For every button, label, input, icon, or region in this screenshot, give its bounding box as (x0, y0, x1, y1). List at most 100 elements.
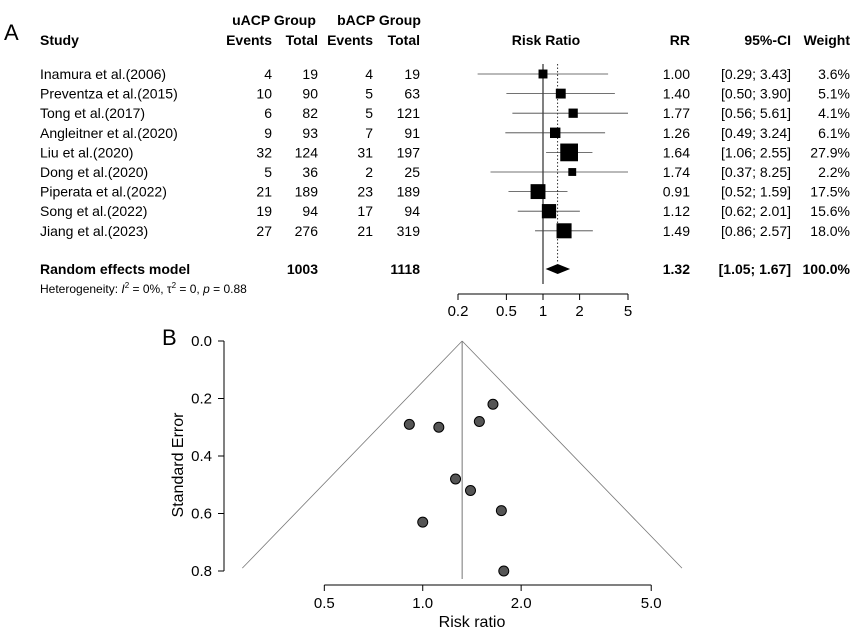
funnel-y-label: Standard Error (170, 412, 187, 518)
summary-weight: 100.0% (803, 261, 851, 277)
forest-plot-area: 0.2 0.5 1 2 5 (448, 64, 632, 320)
panel-a-label: A (4, 20, 19, 45)
events2-cell: 4 (365, 66, 373, 82)
forest-x-tick-label: 0.5 (496, 303, 517, 320)
summary-total2: 1118 (390, 261, 420, 277)
funnel-x-tick-label: 0.5 (314, 595, 335, 612)
heterogeneity-text: Heterogeneity: I2 = 0%, τ2 = 0, p = 0.88 (40, 281, 247, 296)
study-marker (568, 108, 578, 118)
events1-cell: 32 (256, 144, 272, 160)
total2-header: Total (388, 32, 420, 48)
funnel-point (498, 565, 510, 577)
panel-b-label: B (162, 325, 177, 350)
total2-cell: 25 (404, 164, 420, 180)
rr-cell: 0.91 (663, 184, 690, 200)
weight-header: Weight (804, 32, 851, 48)
summary-row: Random effects model 1003 1118 1.32 [1.0… (40, 261, 851, 277)
rr-cell: 1.12 (663, 203, 690, 219)
ci-cell: [0.29; 3.43] (721, 66, 791, 82)
events2-cell: 2 (365, 164, 373, 180)
funnel-left-boundary (242, 340, 463, 569)
weight-cell: 18.0% (810, 223, 850, 239)
events1-cell: 10 (256, 86, 272, 102)
events1-cell: 5 (264, 164, 272, 180)
rr-cell: 1.64 (663, 144, 690, 160)
total2-cell: 63 (404, 86, 420, 102)
study-name: Preventza et al.(2015) (40, 86, 178, 102)
pooled-diamond (545, 264, 571, 274)
funnel-plot-panel: B 0.0 0.2 0.4 0.6 0.8 0.5 1.0 2.0 5.0 Risk ratio… (162, 325, 683, 631)
rr-cell: 1.49 (663, 223, 690, 239)
study-name: Inamura et al.(2006) (40, 66, 166, 82)
study-name: Jiang et al.(2023) (40, 223, 148, 239)
risk-ratio-header: Risk Ratio (512, 32, 580, 48)
rr-cell: 1.77 (663, 105, 690, 121)
funnel-point (465, 485, 477, 496)
funnel-x-tick-label: 1.0 (412, 595, 433, 612)
funnel-point (417, 516, 429, 528)
funnel-point (433, 421, 445, 433)
forest-plot-panel: A uACP Group bACP Group Study Events Tot… (4, 12, 851, 320)
study-marker (530, 184, 546, 200)
events1-cell: 9 (264, 125, 272, 141)
total1-cell: 124 (295, 144, 319, 160)
study-marker (555, 88, 566, 99)
events2-cell: 21 (357, 223, 373, 239)
events1-cell: 27 (256, 223, 272, 239)
events2-cell: 5 (365, 105, 373, 121)
summary-label: Random effects model (40, 261, 190, 277)
funnel-plot-area: 0.0 0.2 0.4 0.6 0.8 0.5 1.0 2.0 5.0 (191, 333, 683, 612)
total2-cell: 19 (404, 66, 420, 82)
weight-cell: 15.6% (810, 203, 850, 219)
weight-cell: 3.6% (818, 66, 850, 82)
events2-cell: 17 (357, 203, 373, 219)
total1-cell: 93 (302, 125, 318, 141)
funnel-point (450, 473, 462, 485)
total1-cell: 90 (302, 86, 318, 102)
events1-cell: 4 (264, 66, 272, 82)
ci-header: 95%-CI (744, 32, 791, 48)
funnel-x-tick-label: 2.0 (511, 595, 532, 612)
total2-cell: 197 (397, 144, 421, 160)
events2-header: Events (327, 32, 373, 48)
funnel-point (473, 416, 485, 427)
events1-cell: 19 (256, 203, 272, 219)
study-marker (568, 168, 577, 176)
study-marker (541, 204, 557, 219)
funnel-point (487, 398, 499, 410)
ci-cell: [0.62; 2.01] (721, 203, 791, 219)
events1-cell: 21 (256, 184, 272, 200)
rr-cell: 1.74 (663, 164, 690, 180)
total1-cell: 82 (302, 105, 318, 121)
total2-cell: 121 (397, 105, 421, 121)
total1-cell: 189 (295, 184, 319, 200)
funnel-y-tick-label: 0.2 (191, 391, 212, 408)
events2-cell: 5 (365, 86, 373, 102)
group2-header: bACP Group (337, 12, 421, 28)
study-name: Piperata et al.(2022) (40, 184, 167, 200)
funnel-y-tick-label: 0.0 (191, 333, 212, 350)
events2-cell: 7 (365, 125, 373, 141)
study-name: Angleitner et al.(2020) (40, 125, 178, 141)
weight-cell: 17.5% (810, 184, 850, 200)
summary-rr: 1.32 (663, 261, 690, 277)
ci-cell: [0.86; 2.57] (721, 223, 791, 239)
study-name: Song et al.(2022) (40, 203, 147, 219)
weight-cell: 27.9% (810, 144, 850, 160)
funnel-right-boundary (461, 340, 683, 569)
study-marker (549, 127, 561, 139)
total1-header: Total (286, 32, 318, 48)
study-marker (538, 69, 548, 79)
total2-cell: 189 (397, 184, 421, 200)
total1-cell: 19 (302, 66, 318, 82)
study-header: Study (40, 32, 79, 48)
ci-cell: [0.37; 8.25] (721, 164, 791, 180)
events2-cell: 31 (357, 144, 373, 160)
study-marker (560, 143, 578, 162)
ci-cell: [0.50; 3.90] (721, 86, 791, 102)
summary-ci: [1.05; 1.67] (719, 261, 791, 277)
weight-cell: 2.2% (818, 164, 850, 180)
funnel-x-label: Risk ratio (439, 614, 506, 631)
study-rows: Inamura et al.(2006) 4 19 4 19 1.00 [0.29; 3.4… (40, 66, 850, 239)
